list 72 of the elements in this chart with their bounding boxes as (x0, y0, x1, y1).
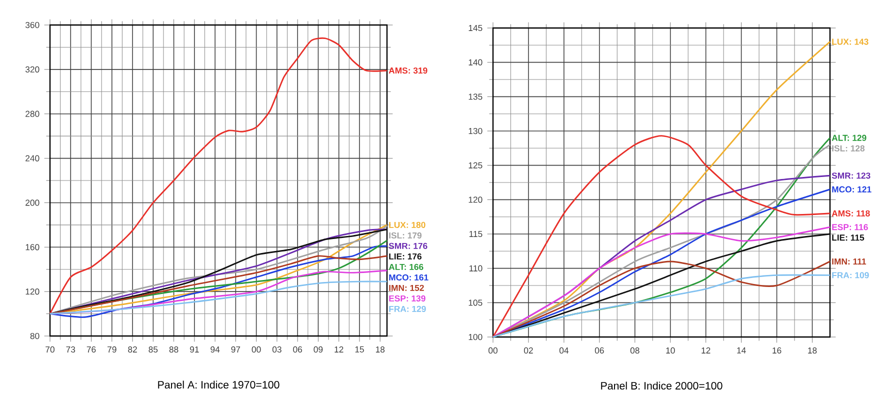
line-series (49, 280, 388, 315)
x-tick-label: 15 (355, 346, 364, 352)
x-tick-label: 02 (524, 347, 533, 354)
text: LIE: 176 (389, 253, 422, 260)
series-label: ALT: 129 (832, 134, 866, 141)
y-tick-label: 360 (25, 22, 40, 28)
x-tick-label: 06 (293, 346, 302, 353)
series-label: SMR: 176 (388, 242, 428, 249)
line-series (49, 37, 388, 315)
series-label: SMR: 123 (832, 172, 870, 179)
series-label: MCO: 121 (832, 186, 872, 192)
x-tick-label: 04 (559, 347, 569, 354)
x-tick-label: 91 (190, 346, 199, 353)
series-label: LUX: 180 (389, 222, 426, 228)
series-label: ISL: 179 (389, 232, 422, 238)
y-tick-label: 320 (25, 66, 40, 72)
series-label: ISL: 128 (832, 145, 865, 152)
series-label: IMN: 111 (832, 258, 866, 264)
series-label: AMS: 118 (832, 210, 870, 216)
x-tick-label: 82 (128, 346, 137, 353)
y-tick-label: 240 (26, 155, 40, 162)
y-tick-label: 125 (468, 162, 482, 168)
x-tick-label: 06 (594, 347, 604, 354)
y-tick-label: 200 (26, 200, 40, 206)
x-tick-label: 09 (314, 346, 323, 353)
x-tick-label: 10 (666, 347, 675, 354)
y-tick-label: 115 (469, 230, 482, 238)
series-label: ESP: 116 (832, 224, 868, 230)
x-tick-label: 18 (376, 346, 385, 353)
x-tick-label: 79 (108, 346, 116, 353)
text: ESP: 139 (389, 295, 426, 302)
x-tick-label: 88 (169, 346, 178, 353)
series-label: LIE: 115 (832, 234, 864, 241)
y-tick-label: 160 (26, 244, 40, 250)
y-tick-label: 140 (468, 59, 482, 66)
series-label: LUX: 143 (832, 38, 868, 45)
y-tick-label: 280 (26, 110, 40, 117)
y-tick-label: 130 (468, 128, 482, 134)
line-series (49, 255, 388, 315)
x-tick-label: 18 (808, 347, 817, 354)
text: IMN: 152 (389, 284, 424, 291)
x-tick-label: 94 (210, 346, 220, 353)
x-tick-label: 76 (86, 346, 96, 353)
x-tick-label: 00 (252, 346, 261, 353)
y-tick-label: 105 (468, 300, 482, 306)
y-tick-label: 135 (468, 94, 482, 100)
x-tick-label: 12 (702, 347, 710, 354)
y-tick-label: 80 (30, 332, 40, 340)
x-tick-label: 03 (272, 346, 282, 353)
y-tick-label: 100 (468, 334, 482, 340)
y-tick-label: 120 (26, 288, 40, 295)
y-tick-label: 120 (468, 196, 482, 203)
line-series (492, 260, 831, 338)
x-tick-label: 12 (334, 346, 344, 352)
y-tick-label: 110 (469, 265, 482, 272)
series-label: FRA: 109 (832, 272, 869, 278)
text: MCO: 161 (389, 274, 428, 280)
x-tick-label: 70 (46, 346, 54, 353)
text: Panel A: Indice 1970=100 (158, 380, 280, 389)
series-label: AMS: 319 (388, 67, 428, 74)
text: Panel B: Indice 2000=100 (601, 382, 722, 390)
x-tick-label: 85 (148, 346, 158, 353)
text: ALT: 166 (388, 264, 424, 270)
x-tick-label: 97 (231, 346, 240, 353)
x-tick-label: 16 (772, 347, 782, 354)
x-tick-label: 14 (737, 347, 746, 354)
x-tick-label: 73 (66, 346, 76, 353)
y-tick-label: 145 (468, 24, 482, 32)
line-series (492, 274, 831, 338)
x-tick-label: 00 (488, 347, 498, 354)
text: FRA: 129 (389, 306, 426, 312)
x-tick-label: 08 (630, 347, 640, 354)
